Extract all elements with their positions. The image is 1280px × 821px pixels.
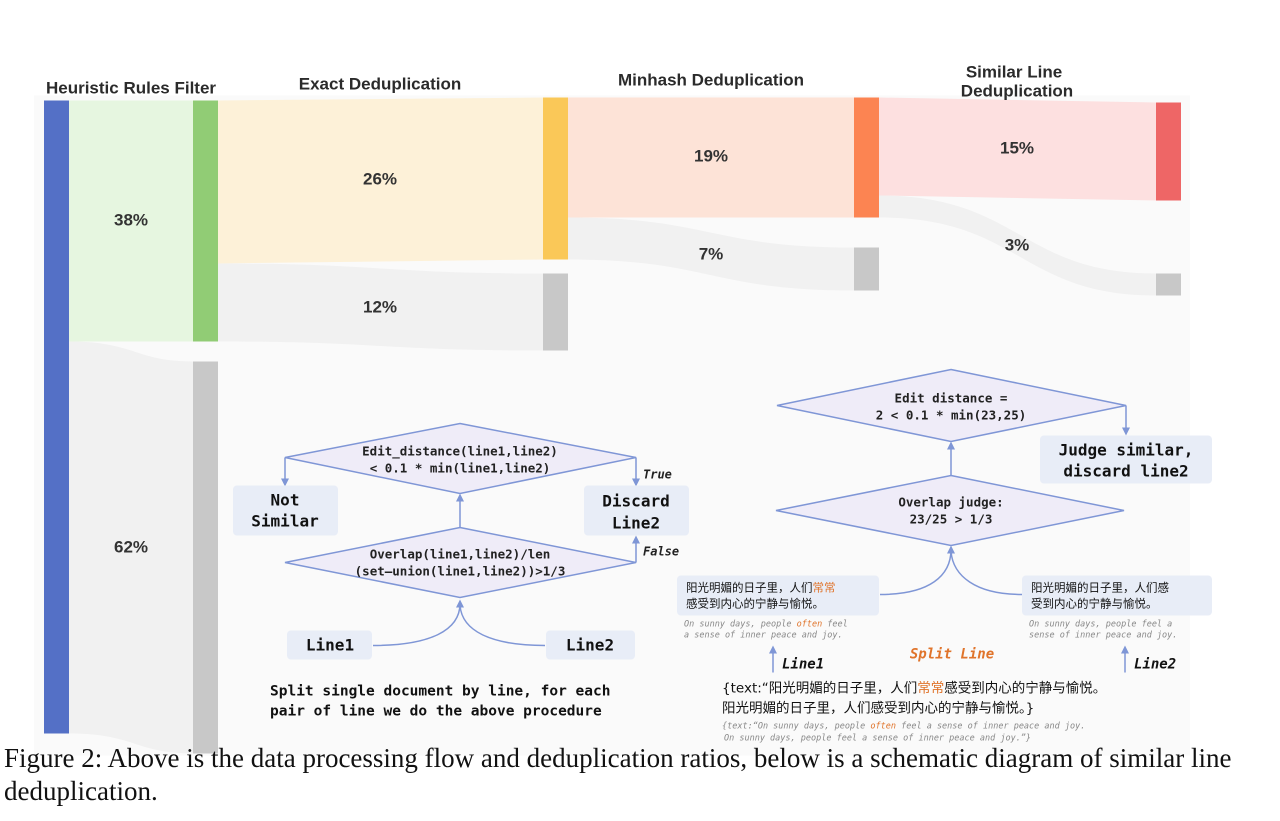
stage-title-minhash: Minhash Deduplication [618,71,804,90]
pct-exact-remove: 12% [363,298,397,317]
overlap-diamond [284,526,637,599]
document-text-1: {text:“阳光明媚的日子里，人们常常感受到内心的宁静与愉悦。 [722,680,1106,697]
pct-heuristic-remove: 62% [114,538,148,557]
edit-distance-text-1: Edit_distance(line1,line2) [362,444,558,460]
line1-chinese-text-2: 感受到内心的宁静与愉悦。 [686,597,824,611]
node-minhash-keep [854,97,879,218]
split-description-1: Split single document by line, for each [270,684,610,700]
judge-text-1: Judge similar, [1059,441,1194,460]
pct-similar-remove: 3% [1005,236,1030,255]
curve-line2-to-overlap [459,605,546,647]
split-description-2: pair of line we do the above procedure [270,704,602,720]
edit-example-text-2: 2 < 0.1 * min(23,25) [876,408,1027,423]
node-heuristic-keep [193,100,218,342]
line1-english-text-1: On sunny days, people often feel [684,620,848,630]
document-english-prefix: {text:“On sunny days, people [722,722,870,732]
node-exact-keep [543,97,568,260]
node-similar-remove [1156,273,1181,296]
sankey-nodes [44,97,1181,754]
curve-right-box-to-overlap [950,551,1023,596]
line1-chinese-highlight: 常常 [813,581,836,595]
line1-english-highlight: often [797,620,823,630]
line1-english-prefix: On sunny days, people [684,620,797,630]
line2-chinese-text-1: 阳光明媚的日子里，人们感 [1031,581,1169,595]
link-exact-keep [218,97,543,264]
link-heuristic-keep [69,100,193,342]
node-heuristic-remove [193,361,218,754]
split-line-label: Split Line [910,647,994,663]
not-similar-text-2: Similar [251,512,318,531]
line2-label: Line2 [1134,657,1176,673]
false-label: False [643,545,679,559]
line1-box-text: Line1 [306,636,354,655]
line1-chinese-prefix: 阳光明媚的日子里，人们 [686,581,813,595]
line2-chinese-box [1022,575,1212,616]
line1-english-text-2: a sense of inner peace and joy. [684,631,843,641]
link-minhash-remove [568,217,854,291]
true-label: True [643,468,672,482]
node-minhash-remove [854,247,879,291]
not-similar-box [233,485,338,536]
discard-text-2: Line2 [612,514,660,533]
line2-english-text-2: sense of inner peace and joy. [1029,631,1177,641]
document-english-highlight: often [870,722,896,732]
line1-chinese-text-1: 阳光明媚的日子里，人们常常 [686,581,836,595]
line1-label: Line1 [782,657,824,673]
pct-minhash-keep: 19% [694,147,728,166]
figure-caption: Figure 2: Above is the data processing f… [4,743,1232,806]
document-text-2: 阳光明媚的日子里，人们感受到内心的宁静与愉悦。} [722,700,1034,717]
line2-box [546,630,635,660]
line1-chinese-box [677,575,879,616]
left-schematic: Edit_distance(line1,line2) < 0.1 * min(l… [233,422,689,720]
stage-title-similar-line-1: Similar Line [966,63,1062,82]
stage-title-exact: Exact Deduplication [299,75,461,94]
judge-similar-box [1040,435,1212,484]
document-english-2: On sunny days, people feel a sense of in… [724,734,1031,744]
link-minhash-keep [568,97,854,218]
line2-chinese-text-2: 受到内心的宁静与愉悦。 [1031,597,1158,611]
discard-line2-box [584,485,689,536]
line2-box-text: Line2 [566,636,614,655]
document-english-1: {text:“On sunny days, people often feel … [722,722,1085,732]
curve-line1-to-overlap [372,599,464,647]
stage-title-heuristic: Heuristic Rules Filter [46,79,216,98]
line1-english-suffix: feel [822,620,848,630]
line1-box [287,630,372,660]
node-source [44,100,69,734]
node-exact-remove [543,273,568,351]
pct-exact-keep: 26% [363,170,397,189]
edit-example-text-1: Edit distance = [895,391,1008,406]
pct-minhash-remove: 7% [699,245,724,264]
link-exact-remove [218,263,543,351]
discard-text-1: Discard [602,492,669,511]
right-schematic: Edit distance = 2 < 0.1 * min(23,25) Jud… [677,368,1212,744]
sankey-links [69,97,1156,754]
stage-title-similar-line-2: Deduplication [961,82,1073,101]
document-english-suffix: feel a sense of inner peace and joy. [896,722,1085,732]
not-similar-text-1: Not [271,491,300,510]
edit-distance-text-2: < 0.1 * min(line1,line2) [370,461,551,476]
overlap-judge-diamond [775,474,1125,547]
overlap-judge-text-2: 23/25 > 1/3 [910,512,993,527]
line2-english-text-1: On sunny days, people feel a [1029,620,1172,630]
overlap-text-1: Overlap(line1,line2)/len [370,547,551,562]
document-text-highlight: 常常 [917,681,944,697]
pct-heuristic-keep: 38% [114,211,148,230]
node-similar-keep [1156,102,1181,201]
link-similar-remove [879,195,1156,296]
overlap-text-2: (set–union(line1,line2))>1/3 [355,564,566,579]
document-text-prefix: {text:“阳光明媚的日子里，人们 [722,681,917,697]
pct-similar-keep: 15% [1000,139,1034,158]
judge-text-2: discard line2 [1063,462,1188,481]
link-similar-keep [879,97,1156,201]
document-text-suffix: 感受到内心的宁静与愉悦。 [944,680,1106,697]
curve-left-box-to-overlap [879,545,955,596]
overlap-judge-text-1: Overlap judge: [898,495,1003,510]
link-heuristic-remove [69,341,193,754]
